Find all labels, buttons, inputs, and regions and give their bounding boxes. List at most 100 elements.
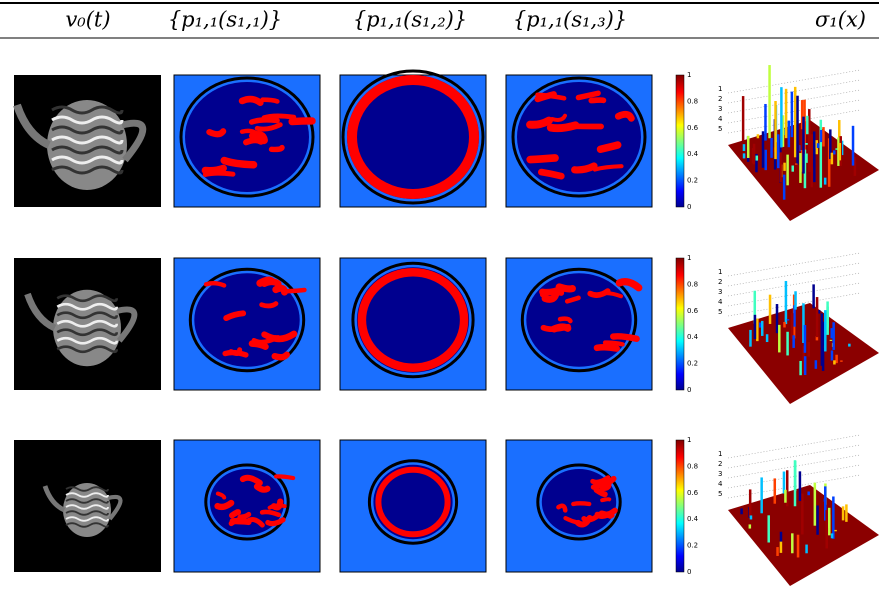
ring [375,466,451,538]
surface-tick-label: 4 [718,480,723,488]
spike [826,301,829,328]
spike [834,529,837,532]
column-header: v₀(t) [65,8,110,32]
surface-tick-label: 4 [718,298,723,306]
streak [259,509,282,518]
streak [215,491,227,500]
teapot-pattern [51,155,124,165]
colorbar-tick-label: 0 [687,568,691,576]
streak [246,517,265,528]
region [373,464,453,540]
spike [779,152,782,183]
colorbar-tick-label: 0.8 [687,462,698,470]
spike [794,163,798,165]
streak [239,474,263,486]
spike [768,65,771,139]
teapot-handle [107,494,123,521]
streak [259,301,279,309]
spike [781,115,785,147]
teapot-pattern [56,294,119,303]
spike [777,134,780,169]
spike [799,153,802,183]
spike [835,148,838,150]
teapot-pattern [51,165,124,175]
region [204,463,290,541]
region [520,267,638,373]
colorbar-tick-label: 0.2 [687,177,698,185]
spike [805,544,808,554]
spike [764,103,767,141]
spike [761,131,765,168]
spike [793,86,797,158]
grid-line [727,434,861,459]
spike [775,304,779,334]
spike [820,313,824,366]
spike [832,322,835,350]
region [517,82,641,192]
colorbar-tick-label: 0.2 [687,542,698,550]
teapot-pattern [51,105,124,115]
spike [785,470,789,507]
grid-line [727,69,861,94]
spike [765,334,769,343]
spike [786,154,789,186]
spike [740,508,743,515]
streak [550,323,572,333]
spike [841,506,845,521]
spike [802,346,806,374]
streak [598,510,614,519]
spike [853,157,857,176]
streak [526,116,553,129]
streak [268,144,285,153]
spike [798,471,802,502]
streak [575,515,593,528]
colorbar-tick-label: 0.4 [687,333,699,341]
spike [794,291,797,310]
spike [778,324,781,353]
teapot-spout [24,292,57,332]
surface-tick-label: 2 [718,95,722,103]
spike [741,96,745,141]
spike [840,140,844,156]
streak [550,113,567,122]
streak [214,499,235,511]
spike [837,137,840,166]
spike [835,354,838,364]
teapot-pattern [65,522,109,528]
streak [238,95,264,107]
streak [273,474,296,481]
surface-tick-label: 5 [718,308,722,316]
spike [755,155,759,161]
spike [784,280,788,325]
surface-tick-label: 1 [718,450,722,458]
spike [830,152,834,165]
spike [770,137,773,158]
spike [816,143,820,149]
spike [823,177,827,185]
streak [571,501,592,507]
spike [817,309,821,314]
colorbar-tick-label: 0 [687,386,691,394]
spike [832,496,835,539]
spike [838,142,842,161]
colorbar-tick-label: 0.4 [687,515,699,523]
ring [347,75,479,199]
spike [805,142,808,145]
colorbar-tick-label: 0.2 [687,360,698,368]
spike [756,134,760,139]
streak [254,122,283,132]
streak [286,287,307,294]
spike [760,477,763,514]
grid-line [727,262,861,287]
streak [253,483,271,493]
surface-tick-label: 1 [718,85,722,93]
spike [799,360,802,376]
streak [243,137,264,146]
spike [783,322,786,328]
streak [564,295,581,304]
spike [742,144,746,152]
spike [751,148,755,164]
spike [807,491,810,496]
spike [827,507,831,528]
spike [819,119,823,188]
